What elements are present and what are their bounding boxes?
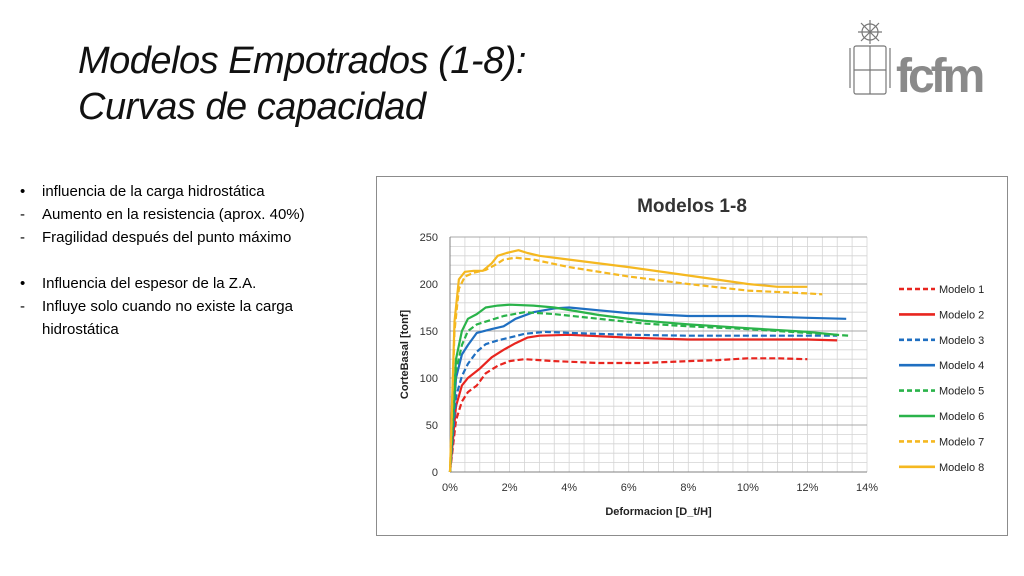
y-tick-label: 100 <box>420 373 438 385</box>
legend-label: Modelo 7 <box>939 436 984 448</box>
legend-label: Modelo 3 <box>939 335 984 347</box>
series-line-modelo-7 <box>448 256 823 473</box>
x-tick-label: 12% <box>796 482 818 494</box>
x-tick-label: 8% <box>680 482 696 494</box>
bullet-marker: • <box>20 275 26 292</box>
series-line-modelo-6 <box>448 303 838 473</box>
x-axis-label: Deformacion [D_t/H] <box>605 506 712 518</box>
bullet-text: Influye solo cuando no existe la carga h… <box>42 298 293 338</box>
legend-label: Modelo 6 <box>939 411 984 423</box>
x-tick-label: 10% <box>737 482 759 494</box>
bullet-item: - Fragilidad después del punto máximo <box>20 226 360 249</box>
bullet-item: • influencia de la carga hidrostática <box>20 180 360 203</box>
bullet-text: Aumento en la resistencia (aprox. 40%) <box>42 206 305 223</box>
x-tick-label: 4% <box>561 482 577 494</box>
bullet-marker: - <box>20 298 25 315</box>
series-line-modelo-3 <box>448 330 838 473</box>
legend-label: Modelo 8 <box>939 462 984 474</box>
bullet-text: Influencia del espesor de la Z.A. <box>42 275 257 292</box>
legend-label: Modelo 4 <box>939 360 984 372</box>
slide-title: Modelos Empotrados (1-8): Curvas de capa… <box>78 38 526 130</box>
x-tick-label: 2% <box>502 482 518 494</box>
capacity-chart: Modelos 1-8 0 50 100 150 200 250 0% 2% 4% 6% 8% 10% 1… <box>399 196 984 518</box>
series-line-modelo-2 <box>448 333 838 473</box>
seal-emblem <box>849 20 891 95</box>
x-tick-label: 6% <box>621 482 637 494</box>
university-logo: fcfm <box>849 20 987 103</box>
chart-frame: Modelos 1-8 0 50 100 150 200 250 0% 2% 4% 6% 8% 10% 1… <box>376 176 1008 536</box>
bullet-text: influencia de la carga hidrostática <box>42 183 265 200</box>
series-line-modelo-1 <box>448 357 808 473</box>
legend-label: Modelo 2 <box>939 309 984 321</box>
bullet-spacer <box>20 249 360 272</box>
bullet-list: • influencia de la carga hidrostática - Aum… <box>20 180 360 341</box>
bullet-text: Fragilidad después del punto máximo <box>42 229 292 246</box>
x-tick-label: 14% <box>856 482 878 494</box>
y-tick-label: 200 <box>420 279 438 291</box>
y-tick-label: 150 <box>420 326 438 338</box>
series-line-modelo-8 <box>448 249 808 473</box>
y-axis-label: CorteBasal [tonf] <box>399 310 411 400</box>
logo-wordmark: fcfm <box>896 50 983 103</box>
y-tick-label: 0 <box>432 467 438 479</box>
series-line-modelo-5 <box>448 311 850 473</box>
slide-title-line1: Modelos Empotrados (1-8): <box>78 40 526 82</box>
chart-title: Modelos 1-8 <box>637 196 747 217</box>
slide-title-line2: Curvas de capacidad <box>78 86 426 128</box>
legend-label: Modelo 5 <box>939 386 984 398</box>
bullet-marker: - <box>20 206 25 223</box>
legend-label: Modelo 1 <box>939 284 984 296</box>
y-tick-label: 50 <box>426 420 438 432</box>
x-tick-label: 0% <box>442 482 458 494</box>
bullet-item: - Aumento en la resistencia (aprox. 40%) <box>20 203 360 226</box>
bullet-item: • Influencia del espesor de la Z.A. <box>20 272 360 295</box>
y-tick-label: 250 <box>420 232 438 244</box>
bullet-item: - Influye solo cuando no existe la carga … <box>20 295 360 341</box>
bullet-marker: - <box>20 229 25 246</box>
bullet-marker: • <box>20 183 26 200</box>
